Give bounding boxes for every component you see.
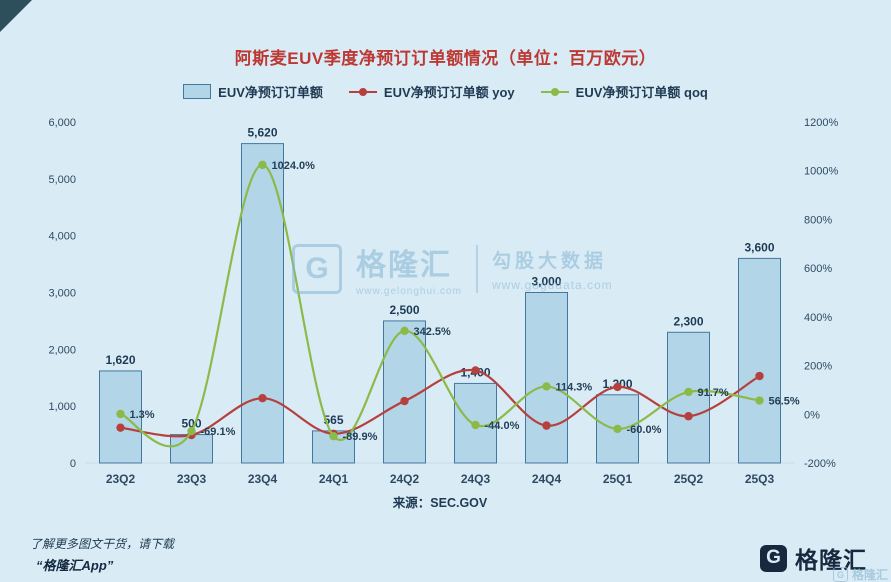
pct-value-label: -89.9%	[343, 431, 378, 443]
left-axis-tick-label: 4,000	[48, 231, 76, 243]
qoq-point	[187, 426, 196, 436]
footer-app-name: “格隆汇App”	[36, 558, 114, 573]
qoq-point	[400, 326, 409, 336]
yoy-point	[542, 421, 551, 430]
yoy-point	[755, 371, 764, 381]
qoq-point	[471, 420, 480, 430]
qoq-point	[258, 160, 267, 170]
yoy-point	[400, 396, 409, 406]
corner-fold-decoration	[0, 0, 32, 32]
x-axis-label: 24Q3	[461, 472, 491, 486]
bar	[525, 292, 568, 464]
x-axis-label: 24Q4	[532, 472, 562, 486]
legend-label-bar: EUV净预订订单额	[218, 85, 323, 100]
legend-label-qoq: EUV净预订订单额 qoq	[575, 85, 708, 100]
chart-legend: EUV净预订订单额 EUV净预订订单额 yoy EUV净预订订单额 qoq	[0, 82, 891, 101]
bar-value-label: 5,620	[247, 126, 277, 140]
source-label: 来源：SEC.GOV	[392, 496, 488, 510]
yoy-line	[120, 368, 761, 438]
brand-name: 格隆汇	[795, 547, 867, 573]
right-axis-tick-label: 400%	[804, 312, 832, 324]
bar-series-swatch-icon	[183, 84, 212, 99]
x-axis-label: 24Q1	[319, 472, 349, 486]
pct-value-label: 91.7%	[698, 387, 729, 399]
x-axis-label: 23Q4	[248, 472, 278, 486]
bar-value-label: 3,600	[744, 240, 774, 254]
x-axis-label: 25Q1	[603, 472, 633, 486]
x-axis-label: 23Q2	[106, 472, 136, 486]
qoq-point	[329, 431, 338, 441]
pct-value-label: 1.3%	[130, 409, 155, 421]
left-axis-tick-label: 2,000	[48, 344, 76, 356]
qoq-point	[613, 424, 622, 434]
left-axis-tick-label: 3,000	[48, 288, 76, 300]
bar-series: 1,6205005,6205652,5001,4003,0001,2002,30…	[99, 126, 781, 464]
right-axis-tick-label: 1200%	[804, 117, 838, 129]
footer-note: 了解更多图文干货，请下载	[30, 537, 175, 551]
x-axis-label: 25Q3	[745, 472, 775, 486]
qoq-point	[542, 382, 551, 391]
yoy-point	[116, 423, 125, 432]
brand-name-small: 格隆汇	[851, 568, 888, 582]
legend-item-yoy: EUV净预订订单额 yoy	[348, 82, 515, 101]
yoy-point	[471, 366, 480, 375]
right-axis-tick-label: 200%	[804, 361, 832, 373]
qoq-point	[684, 387, 693, 397]
chart-title: 阿斯麦EUV季度净预订订单额情况（单位：百万欧元）	[234, 49, 657, 68]
pct-value-label: 1024.0%	[272, 160, 316, 172]
qoq-line-swatch-icon	[540, 85, 569, 99]
yoy-point	[258, 394, 267, 403]
bar	[241, 143, 284, 464]
pct-value-label: 342.5%	[414, 326, 452, 338]
bar-value-label: 565	[323, 413, 343, 427]
left-axis-tick-label: 0	[70, 458, 76, 470]
right-axis-tick-label: 600%	[804, 263, 832, 275]
yoy-point	[613, 382, 622, 392]
left-axis-tick-label: 5,000	[48, 174, 76, 186]
x-axis-label: 25Q2	[674, 472, 704, 486]
gelonghui-g-icon: G	[760, 544, 787, 572]
yoy-point	[684, 412, 693, 421]
pct-value-label: -69.1%	[201, 426, 236, 438]
pct-value-label: 56.5%	[769, 396, 800, 408]
x-axis-label: 24Q2	[390, 472, 420, 486]
pct-value-label: -44.0%	[485, 420, 520, 432]
right-axis-tick-label: 1000%	[804, 166, 838, 178]
qoq-point	[755, 396, 764, 405]
pct-value-label: -60.0%	[627, 424, 662, 436]
bar	[738, 257, 781, 464]
gelonghui-g-icon-small: G	[832, 567, 848, 582]
yoy-line-swatch-icon	[348, 85, 377, 99]
legend-item-bar: EUV净预订订单额	[183, 82, 323, 101]
right-axis-tick-label: 0%	[804, 409, 820, 421]
legend-item-qoq: EUV净预订订单额 qoq	[540, 82, 708, 101]
pct-value-label: 114.3%	[556, 381, 593, 393]
gelonghui-logo: G 格隆汇	[760, 541, 867, 575]
left-axis-tick-label: 6,000	[48, 117, 76, 129]
right-axis-tick-label: -200%	[804, 458, 836, 470]
gelonghui-logo-watermark-small: G 格隆汇	[832, 566, 888, 582]
legend-label-yoy: EUV净预订订单额 yoy	[383, 85, 515, 100]
bar	[170, 434, 213, 464]
bar-value-label: 3,000	[531, 275, 561, 289]
qoq-line	[120, 163, 760, 448]
bar-value-label: 2,500	[389, 303, 419, 317]
right-axis-tick-label: 800%	[804, 214, 832, 226]
x-axis-label: 23Q3	[177, 472, 207, 486]
qoq-point	[116, 409, 125, 419]
bar-value-label: 1,620	[105, 353, 135, 367]
left-axis-tick-label: 1,000	[48, 401, 76, 413]
bar-value-label: 2,300	[673, 314, 703, 328]
